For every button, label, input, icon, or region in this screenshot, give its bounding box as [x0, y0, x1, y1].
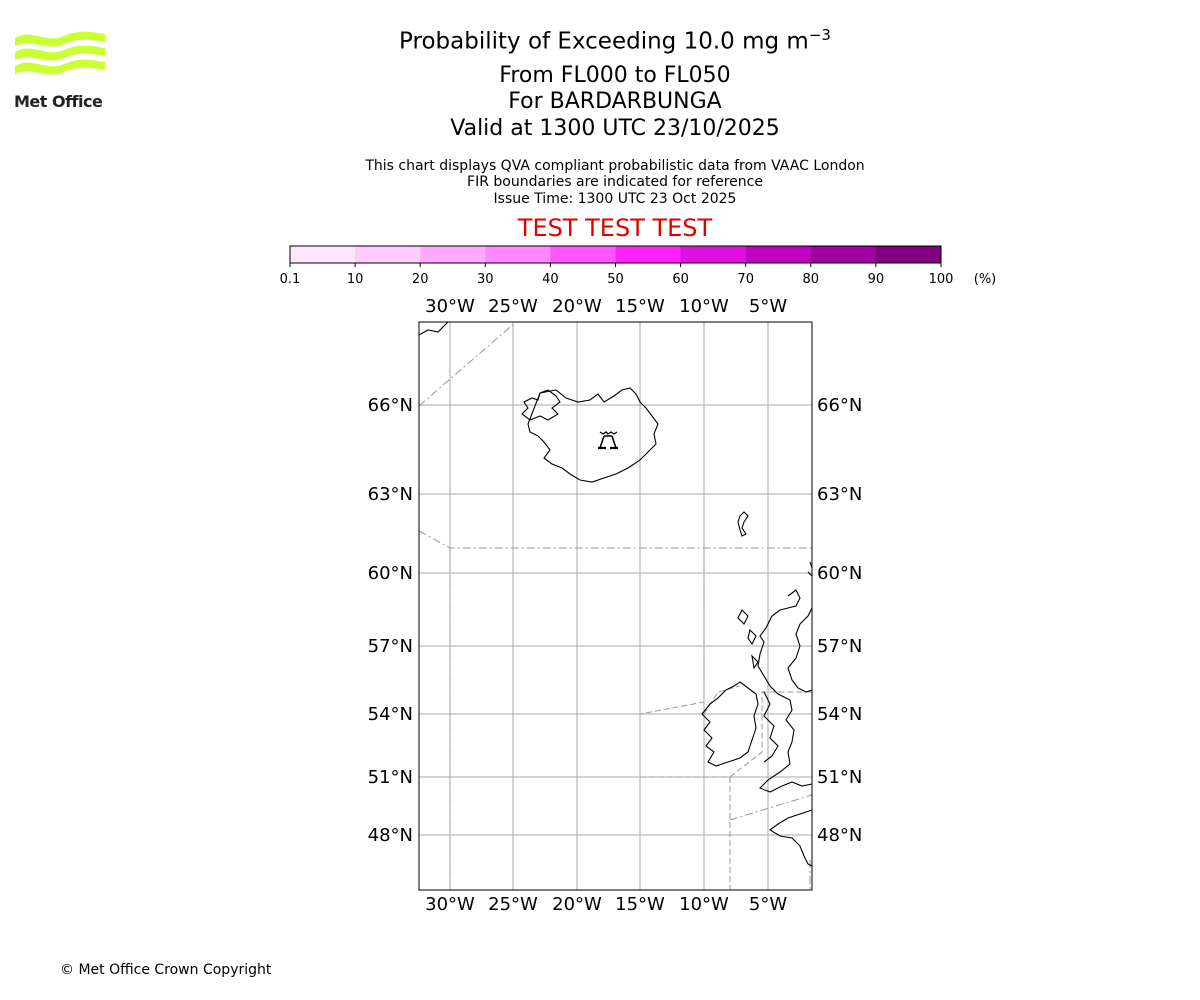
colorbar-tick-label: 60 [672, 272, 689, 287]
volcano-ash-plume [599, 431, 618, 435]
lon-label-top: 20°W [552, 296, 602, 317]
colorbar-tick-label: 50 [607, 272, 624, 287]
fir-boundaries [418, 321, 813, 890]
colorbar-tick-label: 20 [412, 272, 429, 287]
colorbar-tick-label: 90 [868, 272, 885, 287]
test-banner: TEST TEST TEST [517, 214, 713, 242]
lat-labels-right: 66°N 63°N 60°N 57°N 54°N 51°N 48°N [817, 395, 862, 846]
colorbar-tick-label: 10 [347, 272, 364, 287]
lon-labels-top: 30°W 25°W 20°W 15°W 10°W 5°W [425, 296, 787, 317]
coast-great-britain-scotland [787, 607, 813, 693]
colorbar-ticks: 0.1 10 20 30 40 50 60 70 80 90 100 [280, 263, 954, 287]
lat-label-right: 57°N [817, 636, 862, 657]
coast-faroe-islands [737, 511, 749, 537]
axis-labels: 30°W 25°W 20°W 15°W 10°W 5°W 30°W 25°W 2… [368, 296, 863, 915]
lat-label-right: 51°N [817, 767, 862, 788]
info-issue-time: Issue Time: 1300 UTC 23 Oct 2025 [493, 191, 737, 207]
colorbar-segment [420, 246, 486, 263]
volcano-cone [599, 435, 617, 449]
lat-label-right: 60°N [817, 563, 862, 584]
lon-label-bottom: 20°W [552, 894, 602, 915]
fir-boundary-uk [640, 691, 812, 778]
coast-hebrides [737, 609, 759, 670]
logo-waves [15, 31, 105, 75]
probability-colorbar: 0.1 10 20 30 40 50 60 70 80 90 100 (%) [280, 245, 997, 287]
lon-label-top: 30°W [425, 296, 475, 317]
fir-boundary-brest [729, 794, 813, 821]
lon-labels-bottom: 30°W 25°W 20°W 15°W 10°W 5°W [425, 894, 787, 915]
colorbar-segment [485, 246, 551, 263]
info-fir: FIR boundaries are indicated for referen… [467, 174, 763, 190]
lon-label-top: 15°W [615, 296, 665, 317]
volcano-title: For BARDARBUNGA [508, 89, 722, 114]
lon-label-top: 10°W [679, 296, 729, 317]
lon-label-top: 5°W [749, 296, 787, 317]
colorbar-tick-label: 30 [477, 272, 494, 287]
lat-label-left: 57°N [368, 636, 413, 657]
lon-label-bottom: 5°W [749, 894, 787, 915]
colorbar-segments [290, 246, 942, 263]
title-main: Probability of Exceeding 10.0 mg m [399, 28, 809, 55]
lat-label-right: 54°N [817, 704, 862, 725]
fir-boundary-north [418, 530, 812, 549]
fir-boundary-greenland [418, 321, 517, 407]
colorbar-segment [290, 246, 356, 263]
coast-wales [763, 691, 779, 763]
info-compliance: This chart displays QVA compliant probab… [365, 158, 865, 174]
colorbar-segment [615, 246, 682, 263]
lon-label-bottom: 15°W [615, 894, 665, 915]
volcano-marker [598, 431, 618, 450]
lon-label-bottom: 25°W [488, 894, 538, 915]
flight-level-range: From FL000 to FL050 [499, 63, 731, 88]
colorbar-segment [745, 246, 812, 263]
map-frame [418, 321, 813, 891]
lat-label-left: 54°N [368, 704, 413, 725]
colorbar-tick-label: 0.1 [280, 272, 301, 287]
colorbar-segment [355, 246, 421, 263]
colorbar-tick-label: 70 [737, 272, 754, 287]
coast-france [769, 809, 813, 867]
map: 30°W 25°W 20°W 15°W 10°W 5°W 30°W 25°W 2… [368, 296, 863, 915]
coast-iceland [521, 387, 659, 483]
lat-label-left: 48°N [368, 825, 413, 846]
lat-label-left: 51°N [368, 767, 413, 788]
fir-boundary-ireland [703, 685, 741, 715]
coast-shetland [807, 561, 813, 577]
lon-label-bottom: 10°W [679, 894, 729, 915]
met-office-logo [15, 31, 105, 75]
copyright: © Met Office Crown Copyright [60, 962, 272, 978]
colorbar-tick-label: 100 [929, 272, 954, 287]
lon-label-top: 25°W [488, 296, 538, 317]
coast-ireland [701, 681, 759, 767]
lat-label-left: 66°N [368, 395, 413, 416]
logo-text: Met Office [14, 92, 103, 111]
coast-greenland [418, 321, 449, 336]
title-superscript: −3 [808, 26, 831, 44]
coastlines [418, 321, 813, 867]
lat-label-left: 63°N [368, 484, 413, 505]
colorbar-segment [810, 246, 877, 263]
colorbar-tick-label: 40 [542, 272, 559, 287]
colorbar-segment [680, 246, 747, 263]
colorbar-segment [550, 246, 616, 263]
colorbar-unit: (%) [974, 272, 997, 287]
lat-label-right: 48°N [817, 825, 862, 846]
fir-boundary-shanwick-east [639, 548, 705, 715]
lon-label-bottom: 30°W [425, 894, 475, 915]
colorbar-segment [875, 246, 942, 263]
lat-label-right: 63°N [817, 484, 862, 505]
chart-title: Probability of Exceeding 10.0 mg m−3 [0, 26, 1200, 55]
lat-label-right: 66°N [817, 395, 862, 416]
colorbar-tick-label: 80 [803, 272, 820, 287]
graticule [419, 322, 812, 890]
lat-label-left: 60°N [368, 563, 413, 584]
coast-great-britain-east [757, 589, 813, 793]
lat-labels-left: 66°N 63°N 60°N 57°N 54°N 51°N 48°N [368, 395, 413, 846]
valid-time: Valid at 1300 UTC 23/10/2025 [450, 116, 780, 141]
